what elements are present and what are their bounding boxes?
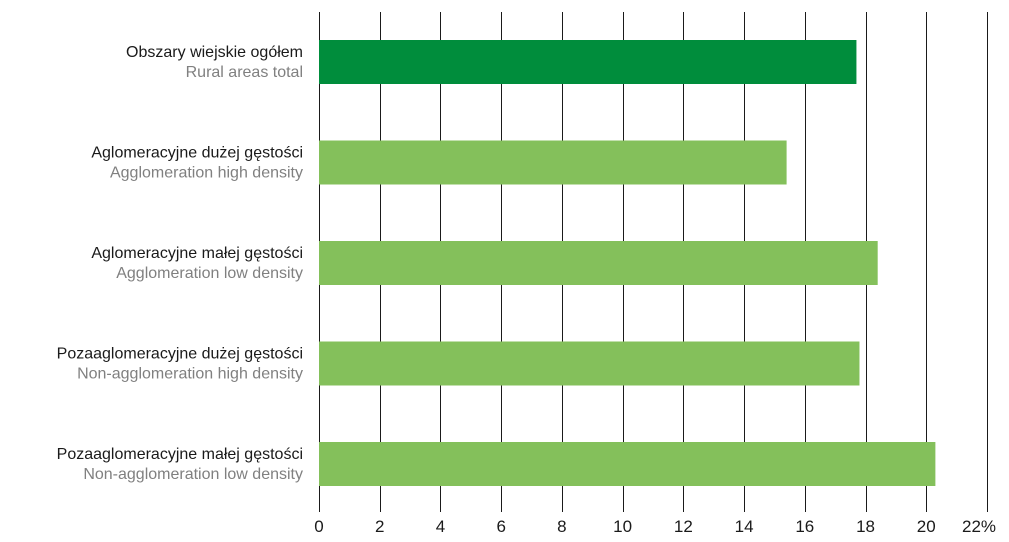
category-label-en-3: Non-agglomeration high density xyxy=(77,366,303,383)
x-tick-label-4: 8 xyxy=(557,517,566,536)
category-label-en-1: Agglomeration high density xyxy=(110,165,303,182)
x-tick-label-11: 22% xyxy=(962,517,996,536)
x-tick-label-7: 14 xyxy=(735,517,754,536)
bar-2 xyxy=(319,241,878,285)
x-tick-label-9: 18 xyxy=(856,517,875,536)
bar-0 xyxy=(319,40,857,84)
x-tick-label-2: 4 xyxy=(436,517,445,536)
x-tick-layer: 0 2 4 6 8 10 12 14 16 18 20 22% xyxy=(314,517,996,536)
x-tick-label-6: 12 xyxy=(674,517,693,536)
bar-4 xyxy=(319,442,936,486)
bar-1 xyxy=(319,140,787,185)
x-tick-label-5: 10 xyxy=(613,517,632,536)
bar-3 xyxy=(319,341,860,386)
category-label-pl-4: Pozaaglomeracyjne małej gęstości xyxy=(57,446,303,463)
category-label-pl-2: Aglomeracyjne małej gęstości xyxy=(91,245,303,262)
bar-layer xyxy=(319,40,936,486)
category-label-layer: Obszary wiejskie ogółem Rural areas total… xyxy=(57,44,303,483)
x-tick-label-1: 2 xyxy=(375,517,384,536)
x-tick-label-0: 0 xyxy=(314,517,323,536)
category-label-en-0: Rural areas total xyxy=(186,64,303,81)
category-label-pl-0: Obszary wiejskie ogółem xyxy=(126,44,303,61)
x-tick-label-10: 20 xyxy=(917,517,936,536)
category-label-pl-3: Pozaaglomeracyjne dużej gęstości xyxy=(57,346,303,363)
category-label-en-4: Non-agglomeration low density xyxy=(83,466,303,483)
x-tick-label-8: 16 xyxy=(795,517,814,536)
x-tick-label-3: 6 xyxy=(496,517,505,536)
category-label-pl-1: Aglomeracyjne dużej gęstości xyxy=(91,145,303,162)
category-label-en-2: Agglomeration low density xyxy=(116,265,303,282)
